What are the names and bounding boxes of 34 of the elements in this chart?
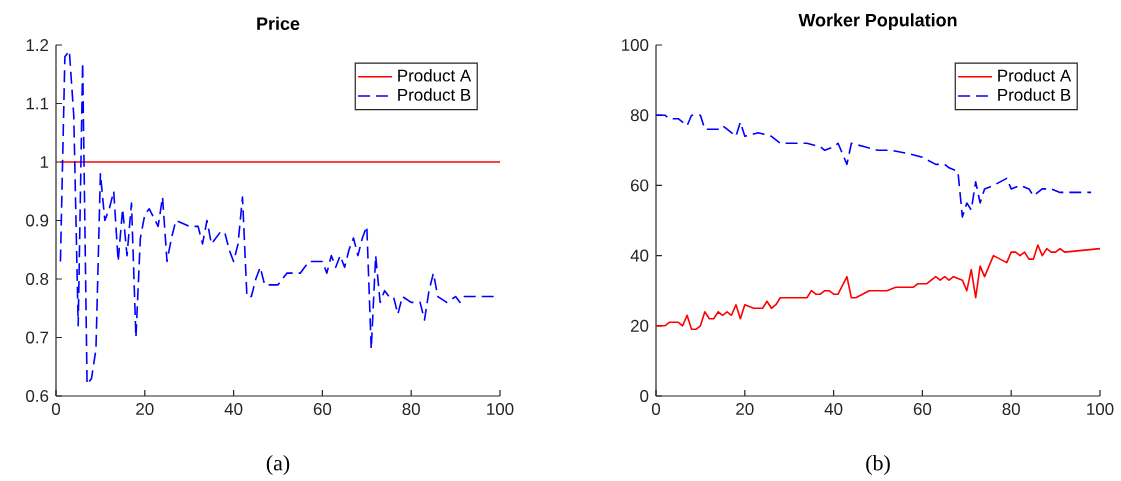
x-tick-label: 40 [224, 403, 243, 416]
text: (b) [866, 455, 890, 475]
x-tick-label: 80 [402, 403, 420, 416]
x-tick-label: 0 [651, 403, 661, 416]
y-tick-label: 1.1 [26, 97, 49, 110]
x-tick-label: 20 [136, 403, 154, 416]
legend-label: Product B [398, 88, 471, 101]
y-tick-label: 0.6 [26, 390, 49, 402]
legend-label: Product A [398, 69, 472, 82]
y-tick-label: 0.8 [26, 273, 49, 285]
y-tick-label: 100 [621, 39, 649, 51]
line-series [656, 244, 1101, 331]
y-tick-label: 60 [631, 179, 649, 192]
y-tick-label: 1.2 [26, 39, 49, 51]
text: (a) [266, 455, 290, 475]
y-tick-label: 40 [630, 249, 649, 262]
x-tick-label: 60 [313, 403, 332, 416]
x-tick-label: 100 [1087, 403, 1114, 416]
chart-title: Worker Population [798, 13, 957, 30]
chart-title: Price [257, 16, 300, 30]
y-tick-label: 80 [630, 109, 649, 122]
legend-label: Product B [998, 88, 1071, 101]
legend-label: Product A [998, 69, 1072, 82]
y-tick-label: 1 [40, 156, 49, 168]
x-tick-label: 60 [913, 403, 932, 416]
y-tick-label: 0.7 [26, 331, 49, 344]
y-tick-label: 0.9 [26, 214, 49, 227]
x-tick-label: 100 [487, 403, 514, 416]
x-tick-label: 20 [736, 403, 754, 416]
x-tick-label: 40 [824, 403, 843, 416]
y-tick-label: 20 [630, 319, 649, 332]
y-tick-label: 0 [640, 390, 649, 402]
x-tick-label: 80 [1002, 403, 1020, 416]
x-tick-label: 0 [51, 403, 61, 416]
